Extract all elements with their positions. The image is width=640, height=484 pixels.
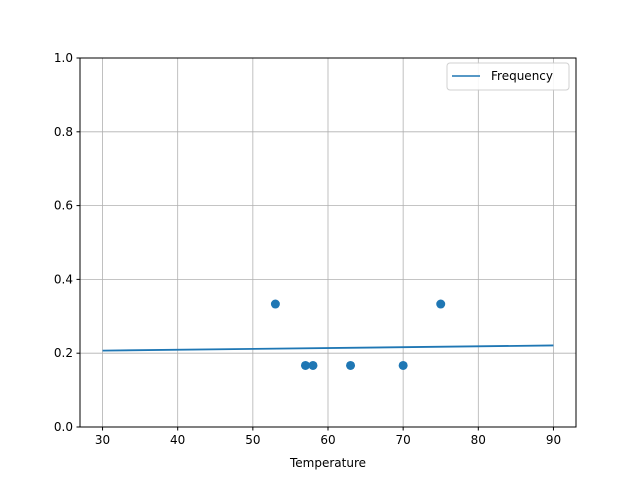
y-tick-label: 0.6 bbox=[54, 199, 73, 213]
y-tick-label: 0.2 bbox=[54, 346, 73, 360]
frequency-line bbox=[102, 344, 554, 352]
grid bbox=[80, 57, 576, 428]
x-axis-label: Temperature bbox=[289, 456, 366, 470]
scatter-point bbox=[398, 360, 408, 370]
scatter-point bbox=[436, 299, 446, 309]
scatter-point bbox=[270, 299, 280, 309]
marks bbox=[102, 299, 554, 370]
y-tick-label: 0.4 bbox=[54, 272, 73, 286]
scatter-point bbox=[300, 360, 310, 370]
legend: Frequency bbox=[446, 62, 570, 91]
y-tick-label: 0.0 bbox=[54, 420, 73, 434]
x-tick-label: 70 bbox=[396, 433, 411, 447]
x-tick-label: 90 bbox=[546, 433, 561, 447]
legend-label: Frequency bbox=[491, 69, 553, 83]
scatter-point bbox=[308, 360, 318, 370]
x-tick-label: 30 bbox=[95, 433, 110, 447]
scatter-point bbox=[346, 360, 356, 370]
x-tick-label: 60 bbox=[320, 433, 335, 447]
x-tick-label: 80 bbox=[471, 433, 486, 447]
legend-box bbox=[446, 62, 570, 91]
ticks: 30 40 50 60 70 80 90 0.0 0.2 0.4 0.6 0.8 1.0 bbox=[54, 51, 561, 447]
x-tick-label: 50 bbox=[245, 433, 260, 447]
x-tick-label: 40 bbox=[170, 433, 185, 447]
y-tick-label: 1.0 bbox=[54, 51, 73, 65]
y-tick-label: 0.8 bbox=[54, 125, 73, 139]
